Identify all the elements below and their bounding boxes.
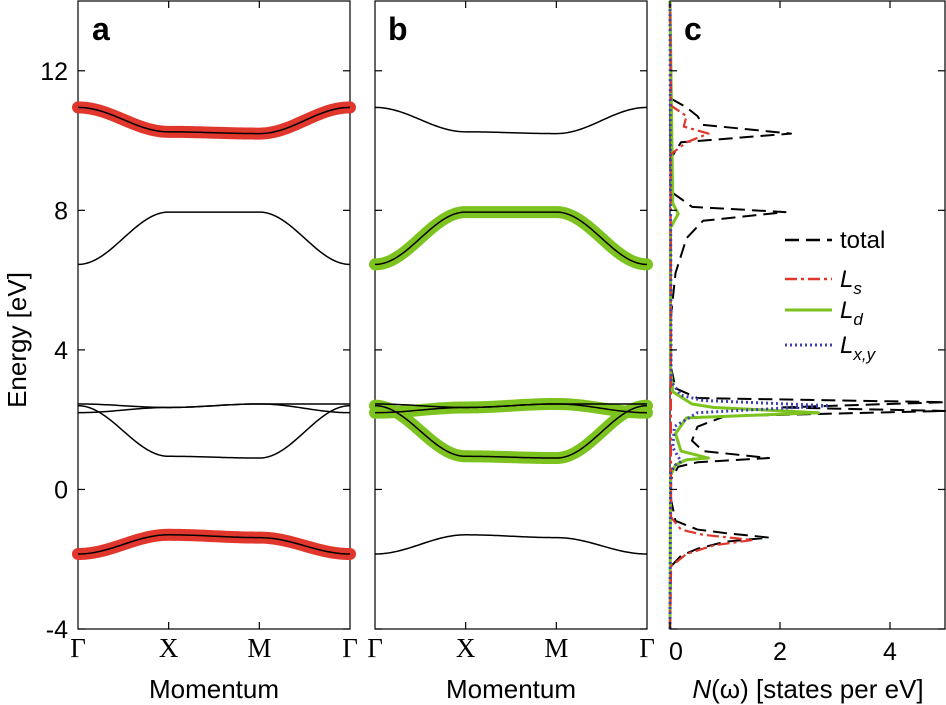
kpoint-label: X: [456, 633, 476, 663]
panel-b-bands: [374, 106, 648, 555]
band-line-band-1: [77, 534, 351, 555]
legend-ls-main: L: [840, 266, 853, 293]
panel-letter-c: c: [684, 11, 702, 47]
band-line-band-2: [77, 404, 351, 459]
band-line-band-4: [78, 403, 350, 409]
x-axis-title-c-italic: N: [692, 674, 711, 704]
y-axis-title: Energy [eV]: [2, 272, 32, 408]
panel-a-bands: [77, 106, 351, 555]
panel-c-dos-curves: [668, 0, 946, 630]
x-axis-title-a: Momentum: [149, 674, 279, 704]
kpoint-label: Γ: [70, 633, 86, 663]
ytick-label: 8: [54, 197, 68, 225]
panel-a-highlights: [72, 101, 356, 560]
dos-curve-L_xy: [668, 0, 831, 630]
axis-ticks: [78, 1, 945, 630]
band-weight-band-5: [369, 206, 653, 271]
band-weight-band-6: [72, 101, 356, 140]
ytick-label: 0: [54, 476, 68, 504]
panel-b-frame: [374, 0, 648, 630]
legend-ls-sub: s: [853, 279, 862, 298]
xtick-label: 4: [883, 638, 897, 666]
kpoint-label: M: [247, 633, 271, 663]
kpoint-label: X: [159, 633, 179, 663]
band-line-band-4: [375, 403, 647, 409]
legend-label-total: total: [840, 227, 885, 254]
panel-letter-b: b: [388, 11, 408, 47]
panel-a-frame: [77, 0, 351, 630]
x-axis-title-c: N(ω) [states per eV]: [692, 674, 923, 704]
kpoint-label: Γ: [367, 633, 383, 663]
kpoint-label: M: [544, 633, 568, 663]
legend: total Ls Ld Lx,y: [785, 227, 885, 364]
band-line-band-5: [374, 211, 648, 266]
band-weight-band-1: [72, 528, 356, 560]
x-axis-title-c-rest: (ω) [states per eV]: [711, 674, 923, 704]
x-axis-title-b: Momentum: [446, 674, 576, 704]
band-line-band-6: [374, 106, 648, 135]
ytick-label: -4: [46, 616, 68, 644]
ytick-label: 12: [40, 58, 68, 86]
legend-label-ld: Ld: [840, 297, 863, 329]
ytick-label: 4: [54, 337, 68, 365]
legend-label-lxy: Lx,y: [840, 332, 877, 364]
kpoint-label: Γ: [639, 633, 655, 663]
legend-ld-sub: d: [853, 310, 863, 329]
panel-b-highlights: [369, 206, 653, 465]
xtick-label: 2: [773, 638, 787, 666]
dos-curve-L_d: [668, 0, 820, 630]
xtick-label: 0: [669, 638, 683, 666]
band-line-band-2: [374, 404, 648, 459]
legend-label-ls: Ls: [840, 266, 862, 298]
band-line-band-6: [77, 106, 351, 135]
legend-lxy-main: L: [840, 332, 853, 359]
panel-letter-a: a: [92, 11, 110, 47]
kpoint-label: Γ: [342, 633, 358, 663]
legend-ld-main: L: [840, 297, 853, 324]
legend-lxy-sub: x,y: [852, 345, 876, 364]
dos-curve-total: [669, 0, 946, 630]
band-line-band-5: [77, 211, 351, 266]
band-line-band-1: [374, 534, 648, 555]
